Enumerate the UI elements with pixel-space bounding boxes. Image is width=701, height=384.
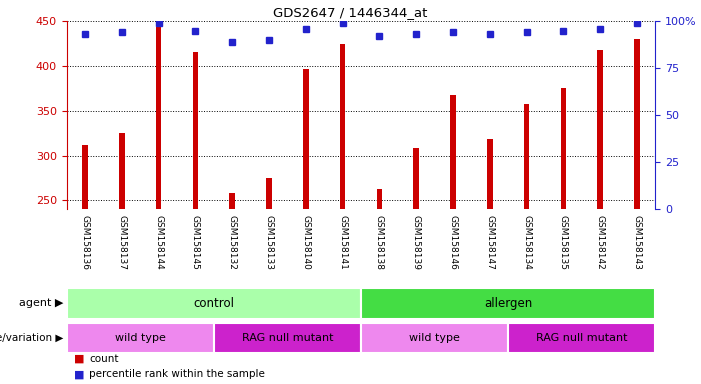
Text: control: control: [193, 297, 234, 310]
Text: GSM158137: GSM158137: [117, 215, 126, 270]
Bar: [524, 104, 529, 209]
Bar: [450, 96, 456, 209]
Text: GSM158139: GSM158139: [411, 215, 421, 270]
Text: GSM158136: GSM158136: [81, 215, 90, 270]
Text: count: count: [89, 354, 118, 364]
Text: GSM158143: GSM158143: [632, 215, 641, 270]
Text: RAG null mutant: RAG null mutant: [242, 333, 333, 343]
Text: RAG null mutant: RAG null mutant: [536, 333, 627, 343]
Bar: [634, 39, 640, 209]
Bar: [361, 288, 655, 319]
Bar: [193, 53, 198, 209]
Bar: [266, 178, 272, 209]
Text: ■: ■: [74, 369, 84, 379]
Text: allergen: allergen: [484, 297, 532, 310]
Text: percentile rank within the sample: percentile rank within the sample: [89, 369, 265, 379]
Bar: [597, 50, 603, 209]
Text: ■: ■: [74, 354, 84, 364]
Bar: [82, 145, 88, 209]
Bar: [561, 88, 566, 209]
Bar: [119, 133, 125, 209]
Bar: [414, 148, 419, 209]
Text: GSM158144: GSM158144: [154, 215, 163, 270]
Text: GSM158138: GSM158138: [375, 215, 384, 270]
Bar: [229, 193, 235, 209]
Bar: [376, 189, 382, 209]
Text: GDS2647 / 1446344_at: GDS2647 / 1446344_at: [273, 7, 428, 19]
Text: GSM158135: GSM158135: [559, 215, 568, 270]
Bar: [340, 43, 346, 209]
Text: GSM158132: GSM158132: [228, 215, 237, 270]
Text: GSM158133: GSM158133: [264, 215, 273, 270]
Text: GSM158145: GSM158145: [191, 215, 200, 270]
Bar: [487, 139, 493, 209]
Bar: [508, 323, 655, 353]
Text: wild type: wild type: [409, 333, 460, 343]
Text: agent ▶: agent ▶: [19, 298, 63, 308]
Bar: [361, 323, 508, 353]
Text: GSM158140: GSM158140: [301, 215, 311, 270]
Text: genotype/variation ▶: genotype/variation ▶: [0, 333, 63, 343]
Bar: [67, 323, 214, 353]
Bar: [303, 69, 308, 209]
Text: GSM158146: GSM158146: [449, 215, 458, 270]
Text: GSM158141: GSM158141: [338, 215, 347, 270]
Text: wild type: wild type: [115, 333, 165, 343]
Text: GSM158147: GSM158147: [485, 215, 494, 270]
Text: GSM158142: GSM158142: [596, 215, 605, 270]
Bar: [67, 288, 361, 319]
Text: GSM158134: GSM158134: [522, 215, 531, 270]
Bar: [156, 27, 161, 209]
Bar: [214, 323, 361, 353]
